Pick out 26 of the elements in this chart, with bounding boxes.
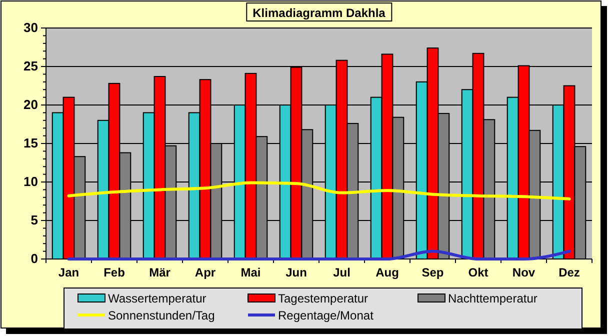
legend-label: Nachttemperatur — [448, 292, 538, 306]
line-series — [67, 181, 571, 200]
chart-title: Klimadiagramm Dakhla — [252, 6, 386, 20]
x-tick-label: Feb — [104, 266, 125, 280]
legend-label: Regentage/Monat — [278, 308, 374, 322]
x-tick-label: Dez — [558, 266, 580, 280]
y-tick-label: 25 — [24, 58, 38, 74]
x-tick-label: Sep — [422, 266, 444, 280]
legend-label: Wassertemperatur — [108, 292, 206, 306]
x-tick-label: Apr — [194, 266, 216, 280]
x-tick-label: Nov — [512, 266, 536, 280]
x-tick-label: Jul — [333, 266, 350, 280]
x-tick-label: Mär — [149, 266, 171, 280]
x-tick-label: Okt — [468, 266, 488, 280]
y-tick-label: 15 — [24, 136, 38, 151]
y-tick-label: 0 — [30, 251, 38, 266]
legend-label: Tagestemperatur — [278, 292, 368, 306]
x-tick-label: Mai — [240, 266, 261, 280]
legend-label: Sonnenstunden/Tag — [108, 308, 215, 322]
y-tick-label: 20 — [24, 97, 38, 112]
x-tick-label: Jun — [286, 266, 307, 280]
y-tick-label: 5 — [30, 212, 38, 228]
y-tick-label: 30 — [24, 20, 38, 36]
y-tick-label: 10 — [24, 174, 38, 190]
x-tick-label: Aug — [376, 266, 399, 280]
x-tick-label: Jan — [58, 266, 80, 280]
